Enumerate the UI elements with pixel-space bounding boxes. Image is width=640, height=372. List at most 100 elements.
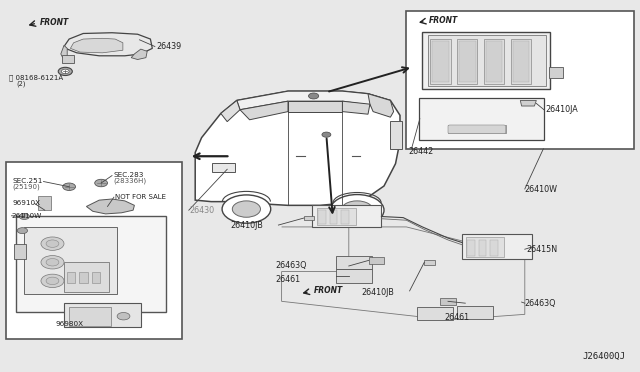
Polygon shape [424, 260, 435, 265]
Bar [462, 234, 532, 259]
Circle shape [17, 228, 28, 234]
Bar [479, 240, 486, 256]
Text: 26110W: 26110W [12, 213, 42, 219]
Bar [92, 272, 100, 283]
Text: 26442: 26442 [408, 147, 433, 155]
Bar [62, 55, 74, 63]
Bar [466, 237, 504, 257]
Polygon shape [369, 257, 384, 264]
Bar [484, 39, 504, 84]
Bar [341, 210, 349, 224]
Polygon shape [221, 100, 240, 122]
Circle shape [46, 259, 59, 266]
Polygon shape [64, 33, 152, 56]
Bar [448, 125, 506, 133]
Bar [419, 98, 544, 140]
Polygon shape [70, 38, 123, 53]
Bar [67, 272, 75, 283]
Circle shape [41, 237, 64, 250]
Bar [511, 39, 531, 84]
Bar [16, 216, 166, 312]
Text: FRONT: FRONT [40, 18, 69, 27]
Text: 96910X: 96910X [13, 201, 41, 206]
Polygon shape [61, 45, 67, 58]
Text: NOT FOR SALE: NOT FOR SALE [115, 194, 166, 200]
Text: SEC.251: SEC.251 [13, 178, 43, 184]
Bar [330, 210, 337, 224]
Bar [336, 256, 372, 269]
Circle shape [19, 214, 29, 219]
Bar [432, 41, 449, 82]
Bar [428, 35, 546, 86]
Bar [6, 162, 182, 339]
Bar [336, 269, 372, 283]
Circle shape [95, 179, 108, 187]
Bar [486, 41, 502, 82]
Bar [549, 67, 563, 78]
Text: 26461: 26461 [445, 313, 470, 322]
Bar [79, 272, 88, 283]
Text: 26410JB: 26410JB [362, 288, 394, 296]
Text: 26410W: 26410W [525, 185, 558, 194]
Bar [318, 210, 326, 224]
Circle shape [63, 183, 76, 190]
Bar [69, 307, 111, 326]
Polygon shape [368, 94, 394, 117]
Text: 96980X: 96980X [55, 321, 83, 327]
Bar [457, 306, 493, 319]
Polygon shape [440, 298, 456, 305]
Circle shape [222, 195, 271, 223]
Bar [467, 240, 475, 256]
Bar [457, 39, 477, 84]
Polygon shape [304, 216, 314, 220]
Text: 26463Q: 26463Q [275, 262, 307, 270]
Circle shape [232, 201, 260, 217]
Text: 26415N: 26415N [526, 245, 557, 254]
Bar [317, 208, 356, 225]
Polygon shape [86, 199, 134, 214]
Bar [490, 240, 498, 256]
Polygon shape [240, 101, 288, 120]
Text: J26400QJ: J26400QJ [583, 352, 626, 361]
Bar [422, 32, 550, 89]
Bar [406, 11, 634, 149]
Text: FRONT: FRONT [314, 286, 343, 295]
Circle shape [308, 93, 319, 99]
Bar [14, 244, 26, 259]
Bar [24, 227, 117, 294]
FancyBboxPatch shape [448, 125, 506, 134]
Bar [38, 196, 51, 210]
Text: 26439: 26439 [156, 42, 181, 51]
Text: 26463Q: 26463Q [525, 299, 556, 308]
Bar [459, 41, 476, 82]
Text: (25190): (25190) [13, 183, 40, 190]
Text: 26430: 26430 [189, 206, 214, 215]
Text: (28336H): (28336H) [113, 177, 147, 184]
Circle shape [46, 240, 59, 247]
Text: 26410JA: 26410JA [545, 105, 578, 114]
Polygon shape [288, 101, 342, 112]
Circle shape [58, 67, 72, 76]
Polygon shape [131, 49, 147, 60]
Text: Ⓑ 08168-6121A: Ⓑ 08168-6121A [9, 75, 63, 81]
Circle shape [341, 201, 373, 219]
Circle shape [322, 132, 331, 137]
Circle shape [41, 274, 64, 288]
Polygon shape [195, 91, 400, 205]
Text: 26410JB: 26410JB [230, 221, 263, 230]
Circle shape [46, 277, 59, 285]
Text: FRONT: FRONT [429, 16, 458, 25]
Bar [64, 262, 109, 292]
Circle shape [330, 195, 384, 226]
Polygon shape [237, 91, 390, 112]
Bar [390, 121, 402, 149]
Circle shape [41, 256, 64, 269]
Bar [430, 39, 451, 84]
Text: (2): (2) [17, 80, 26, 87]
Bar [212, 163, 235, 172]
Circle shape [61, 69, 69, 74]
Circle shape [117, 312, 130, 320]
Polygon shape [342, 101, 370, 114]
Bar [513, 41, 529, 82]
Bar [64, 303, 141, 327]
